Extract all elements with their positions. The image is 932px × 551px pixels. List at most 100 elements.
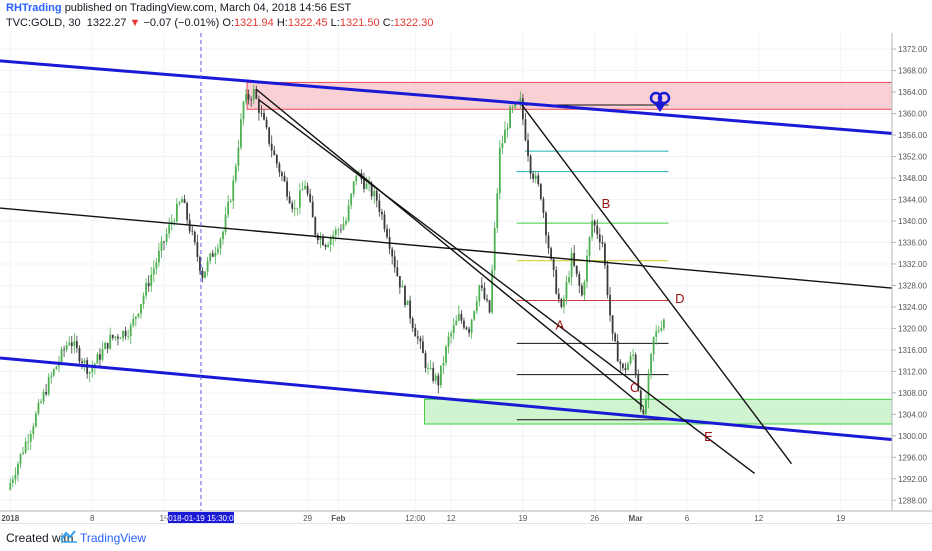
candle-body [99, 354, 101, 360]
down-arrow-icon: ▼ [129, 17, 141, 29]
candle-body [42, 392, 45, 402]
candle-body [496, 193, 499, 228]
candle-body [434, 375, 437, 381]
price-tick-label: 1368.00 [898, 67, 927, 76]
candle-body [296, 207, 299, 209]
candle-body [406, 300, 409, 306]
candle-body [578, 274, 581, 286]
marker-tip [654, 103, 666, 112]
candle-body [342, 224, 345, 230]
candle-body [493, 227, 496, 271]
candle-body [65, 345, 68, 350]
candle-body [106, 342, 109, 349]
time-tick-label: 19 [836, 514, 845, 523]
candle-body [460, 313, 463, 321]
candle-body [242, 101, 245, 120]
candle-body [537, 175, 540, 185]
candle-body [483, 287, 486, 299]
time-cursor-label: 2018-01-19 15:30:00 [164, 514, 239, 523]
candle-body [624, 368, 627, 371]
candle-body [237, 147, 240, 167]
candle-body [186, 202, 189, 220]
candle-body [368, 183, 371, 185]
trendline-3-line [521, 104, 793, 465]
candle-body [424, 353, 427, 369]
candle-body [101, 349, 104, 360]
candle-body [655, 331, 658, 337]
candle-body [547, 235, 550, 249]
candle-body [606, 265, 609, 296]
candle-body [109, 334, 112, 349]
candle-body [409, 300, 412, 319]
tradingview-brand-link[interactable]: TradingView [80, 531, 147, 545]
candle-body [465, 327, 468, 330]
candle-body [601, 242, 604, 244]
symbol-label[interactable]: TVC:GOLD, 30 [6, 17, 81, 29]
time-tick-label: 26 [590, 514, 599, 523]
price-tick-label: 1360.00 [898, 110, 927, 119]
low-value: 1321.50 [339, 17, 380, 29]
candle-body [629, 355, 632, 364]
last-price: 1322.27 [86, 17, 127, 29]
time-tick-label: 8 [90, 514, 95, 523]
candle-body [350, 193, 353, 206]
candle-body [75, 341, 78, 349]
candle-body [527, 140, 529, 156]
candle-body [32, 426, 35, 434]
candle-body [268, 127, 271, 144]
candle-body [81, 361, 83, 363]
price-change: −0.07 (−0.01%) [143, 17, 220, 29]
trendlines[interactable] [0, 33, 893, 511]
candle-body [47, 377, 50, 395]
candle-body [273, 150, 276, 156]
candle-body [122, 330, 124, 339]
candle-body [278, 163, 281, 173]
candle-body [552, 259, 555, 270]
candle-body [345, 221, 347, 225]
candle-body [452, 325, 455, 333]
author-link[interactable]: RHTrading [6, 2, 62, 14]
candle-body [586, 255, 588, 283]
upper-channel-line [0, 59, 893, 135]
candle-body [616, 341, 619, 362]
wave-label-B: B [602, 196, 611, 211]
candle-body [596, 225, 599, 235]
candle-body [193, 231, 196, 243]
candle-body [416, 336, 419, 339]
candle-body [314, 217, 317, 236]
candle-body [17, 463, 19, 475]
open-value: 1321.94 [234, 17, 274, 29]
candle-body [563, 298, 565, 307]
candle-body [222, 231, 224, 240]
candle-body [455, 320, 458, 326]
price-axis[interactable]: 1288.00 1292.00 1296.00 1300.00 1304.00 1308.… [892, 45, 927, 505]
candle-body [322, 236, 324, 246]
time-tick-label: Feb [331, 514, 345, 523]
tradingview-logo-icon[interactable] [60, 529, 78, 543]
candle-body [229, 200, 232, 202]
candle-body [111, 334, 114, 338]
candle-body [463, 320, 465, 328]
candle-body [662, 319, 665, 329]
candle-body [337, 229, 340, 231]
candle-body [660, 328, 663, 331]
candle-body [386, 228, 388, 237]
candle-body [11, 479, 14, 483]
candle-body [168, 224, 171, 234]
candle-body [363, 179, 365, 189]
candle-body [478, 285, 481, 302]
wave-label-A: A [555, 317, 564, 332]
candle-body [96, 354, 99, 364]
candle-body [114, 336, 117, 338]
price-tick-label: 1316.00 [898, 346, 927, 355]
candle-body [422, 341, 424, 354]
time-tick-label: 29 [303, 514, 312, 523]
close-label: C: [382, 17, 394, 29]
candle-body [555, 269, 558, 294]
candle-body [491, 270, 494, 313]
candle-body [534, 175, 537, 179]
candle-body [591, 220, 594, 238]
candle-body [140, 304, 142, 314]
